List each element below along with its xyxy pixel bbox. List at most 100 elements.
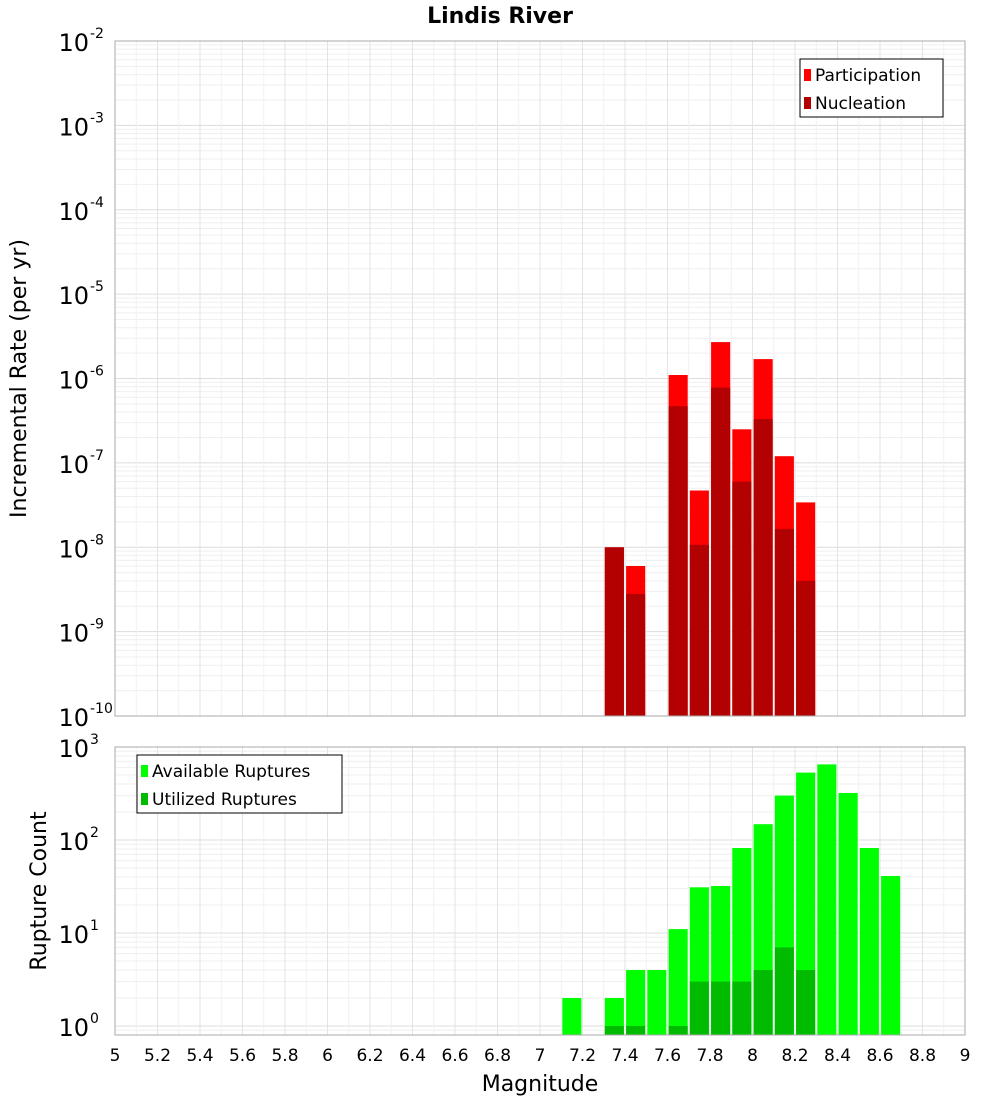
bar-utilized-ruptures <box>668 1026 688 1035</box>
y-tick-base: 10 <box>58 620 89 648</box>
plot-frame <box>114 746 966 1036</box>
y-tick-exponent: -7 <box>90 448 104 464</box>
bar-nucleation <box>753 419 773 716</box>
bar-available-ruptures <box>796 772 816 1035</box>
x-tick-label: 8.8 <box>909 1046 936 1066</box>
y-axis-label: Rupture Count <box>27 811 52 971</box>
y-tick-label: 10 1 <box>58 918 98 949</box>
y-tick-label: 10 -8 <box>58 532 104 563</box>
y-tick-exponent: -10 <box>90 701 113 717</box>
bar-nucleation <box>689 544 709 716</box>
x-axis-label: Magnitude <box>482 1072 599 1097</box>
x-tick-label: 6 <box>322 1046 333 1066</box>
bar-utilized-ruptures <box>689 981 709 1035</box>
y-tick-label: 10 -5 <box>58 279 104 310</box>
x-tick-label: 6.2 <box>356 1046 383 1066</box>
x-tick-label: 7.6 <box>654 1046 681 1066</box>
legend: Participation Nucleation <box>799 58 944 118</box>
bar-nucleation <box>732 481 752 716</box>
y-tick-label: 10 -7 <box>58 448 104 479</box>
x-tick-label: 6.8 <box>484 1046 511 1066</box>
y-tick-label: 10 3 <box>58 732 98 763</box>
y-tick-exponent: -5 <box>90 279 104 295</box>
y-tick-label: 10 0 <box>58 1011 98 1042</box>
bar-available-ruptures <box>647 970 667 1035</box>
legend-label: Available Ruptures <box>152 762 310 782</box>
bar-utilized-ruptures <box>753 970 773 1035</box>
y-tick-base: 10 <box>58 451 89 479</box>
y-tick-exponent: 1 <box>90 918 99 934</box>
y-tick-base: 10 <box>58 828 89 856</box>
y-tick-exponent: -2 <box>90 26 104 42</box>
y-tick-exponent: -6 <box>90 364 104 380</box>
x-tick-label: 8 <box>747 1046 758 1066</box>
y-tick-label: 10 -9 <box>58 617 104 648</box>
legend-swatch <box>141 765 148 777</box>
y-tick-base: 10 <box>58 367 89 395</box>
y-tick-label: 10 -6 <box>58 364 104 395</box>
x-tick-label: 6.6 <box>441 1046 468 1066</box>
x-tick-label: 8.4 <box>824 1046 851 1066</box>
legend-swatch <box>804 69 811 81</box>
x-tick-label: 5.8 <box>271 1046 298 1066</box>
legend-label: Utilized Ruptures <box>152 790 297 810</box>
y-tick-base: 10 <box>58 113 89 141</box>
bar-utilized-ruptures <box>732 981 752 1035</box>
y-tick-base: 10 <box>58 535 89 563</box>
bar-nucleation <box>626 593 646 716</box>
bar-nucleation <box>604 547 624 717</box>
bar-nucleation <box>796 580 816 716</box>
x-tick-label: 7.4 <box>611 1046 638 1066</box>
legend-label: Nucleation <box>815 94 906 114</box>
bar-nucleation <box>668 406 688 716</box>
legend-swatch <box>804 97 811 109</box>
x-tick-label: 7 <box>535 1046 546 1066</box>
y-axis-label: Incremental Rate (per yr) <box>7 239 32 518</box>
gridlines <box>114 41 966 717</box>
y-tick-label: 10 -10 <box>58 701 112 732</box>
series-nucleation <box>604 387 816 717</box>
legend-swatch <box>141 793 148 805</box>
y-tick-base: 10 <box>58 735 89 763</box>
x-tick-label: 7.8 <box>696 1046 723 1066</box>
bar-available-ruptures <box>604 998 624 1035</box>
y-tick-labels: 10-210-310-410-510-610-710-810-910-10 <box>58 26 112 732</box>
y-tick-base: 10 <box>58 198 89 226</box>
bar-utilized-ruptures <box>774 947 794 1035</box>
x-tick-label: 5 <box>110 1046 121 1066</box>
x-tick-labels: 5 5.2 5.4 5.6 5.8 6 6.2 6.4 6.6 6.8 7 7.2 7.4 7.6 7.8 8… <box>110 1046 971 1066</box>
legend-label: Participation <box>815 66 921 86</box>
x-tick-label: 7.2 <box>569 1046 596 1066</box>
plot-frame <box>114 40 966 717</box>
y-tick-base: 10 <box>58 921 89 949</box>
y-tick-exponent: 3 <box>90 732 99 748</box>
bar-available-ruptures <box>668 929 688 1035</box>
bar-available-ruptures <box>562 998 582 1035</box>
bar-nucleation <box>774 528 794 716</box>
legend: Available Ruptures Utilized Ruptures <box>136 754 343 814</box>
y-tick-label: 10 -4 <box>58 195 104 226</box>
y-tick-exponent: -3 <box>90 110 104 126</box>
bar-utilized-ruptures <box>626 1026 646 1035</box>
y-tick-label: 10 2 <box>58 825 98 856</box>
series-utilized-ruptures <box>604 947 816 1035</box>
x-tick-label: 9 <box>960 1046 971 1066</box>
y-tick-exponent: -9 <box>90 617 104 633</box>
bar-utilized-ruptures <box>711 981 731 1035</box>
bar-utilized-ruptures <box>796 970 816 1035</box>
bar-available-ruptures <box>838 793 858 1035</box>
y-tick-exponent: -4 <box>90 195 104 211</box>
bar-available-ruptures <box>881 876 901 1035</box>
bar-nucleation <box>711 387 731 716</box>
x-tick-label: 5.2 <box>144 1046 171 1066</box>
bar-available-ruptures <box>817 764 837 1035</box>
x-tick-label: 6.4 <box>399 1046 426 1066</box>
bar-available-ruptures <box>626 970 646 1035</box>
legend-box <box>136 754 343 814</box>
y-tick-exponent: 2 <box>90 825 99 841</box>
x-tick-label: 5.6 <box>229 1046 256 1066</box>
y-tick-exponent: 0 <box>90 1011 99 1027</box>
